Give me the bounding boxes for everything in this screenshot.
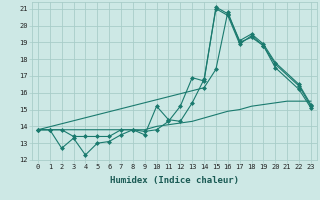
X-axis label: Humidex (Indice chaleur): Humidex (Indice chaleur) xyxy=(110,176,239,185)
